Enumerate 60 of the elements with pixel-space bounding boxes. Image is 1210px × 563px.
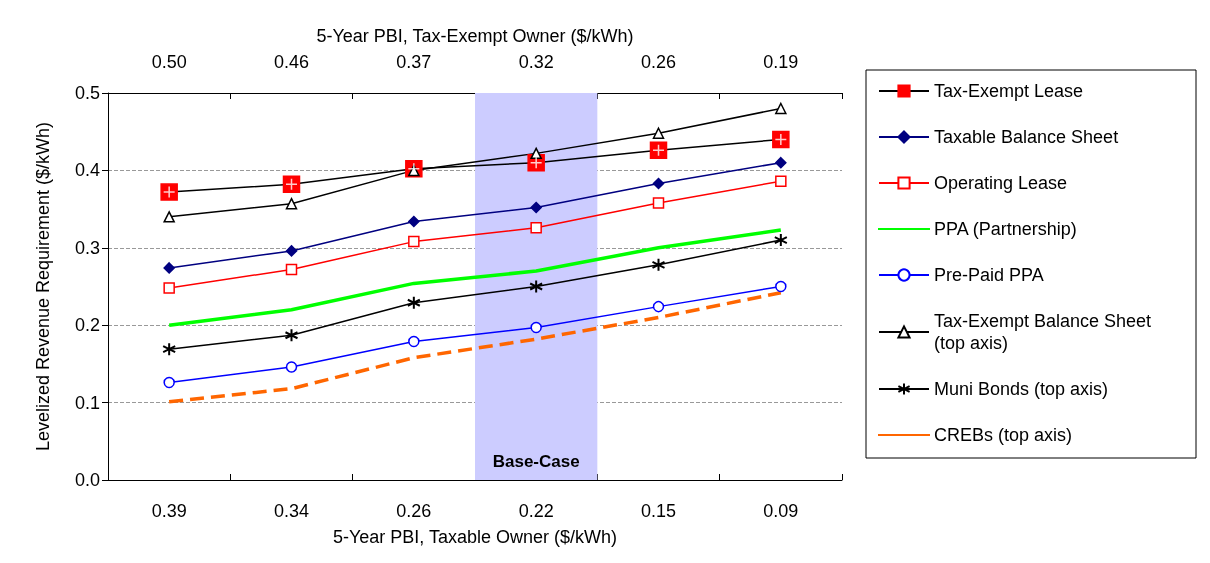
point [408,235,420,248]
point [652,177,665,190]
text: 0.19 [763,52,799,72]
text: 0.37 [396,52,432,72]
point [408,335,420,348]
point [652,127,665,139]
legend-label: Pre-Paid PPA [934,265,1044,285]
point [163,262,175,274]
point [652,300,665,313]
point [285,197,298,210]
point [529,279,544,294]
point [530,147,542,160]
point [163,211,175,223]
point [163,376,175,389]
x-tick-label: 0.15 [640,501,677,521]
x-tick-label: 0.09 [763,501,799,521]
point [162,342,177,357]
y-tick-label: 0.1 [74,392,100,413]
point [408,215,420,228]
text: 0.32 [518,52,554,72]
legend-label: Taxable Balance Sheet [934,127,1119,147]
y-tick-label: 0.0 [74,470,100,490]
point [775,280,787,293]
x-tick-label: 0.22 [518,501,554,521]
point [530,201,542,214]
point [284,328,299,343]
text: 0.50 [151,52,187,72]
y-tick-label: 0.4 [74,160,100,181]
x-tick-label: 0.34 [273,501,310,521]
point [406,295,421,310]
x-tick-label: 0.26 [396,501,432,521]
point [285,263,298,276]
point [773,233,788,248]
text: 0.46 [273,52,310,72]
legend-label: Tax-Exempt Balance Sheet (top axis) [934,311,1157,353]
legend-label: Tax-Exempt Lease [934,81,1084,101]
point [163,282,175,294]
point [530,321,542,334]
x-tick-label: 0.39 [151,501,187,521]
text: 0.26 [640,52,677,72]
line-series [167,228,783,327]
legend-label: CREBs (top axis) [934,425,1073,445]
point [651,257,666,272]
legend-label: Muni Bonds (top axis) [934,379,1109,399]
point [775,156,787,169]
point [775,175,787,187]
legend-label: PPA (Partnership) [934,219,1077,239]
band-label: Base-Case [492,452,580,471]
point [652,197,665,209]
legend-label: Operating Lease [934,173,1068,193]
point [285,361,298,373]
x-axis-title: 5-Year PBI, Taxable Owner ($/kWh) [332,527,618,547]
point [285,245,298,257]
y-tick-label: 0.5 [74,83,100,103]
y-axis-title: Levelized Revenue Requirement ($/kWh) [33,121,53,452]
point [530,221,542,234]
y-tick-label: 0.2 [74,315,100,336]
point [775,102,787,115]
x2-axis-title: 5-Year PBI, Tax-Exempt Owner ($/kWh) [316,26,634,46]
y-tick-label: 0.3 [74,237,100,258]
